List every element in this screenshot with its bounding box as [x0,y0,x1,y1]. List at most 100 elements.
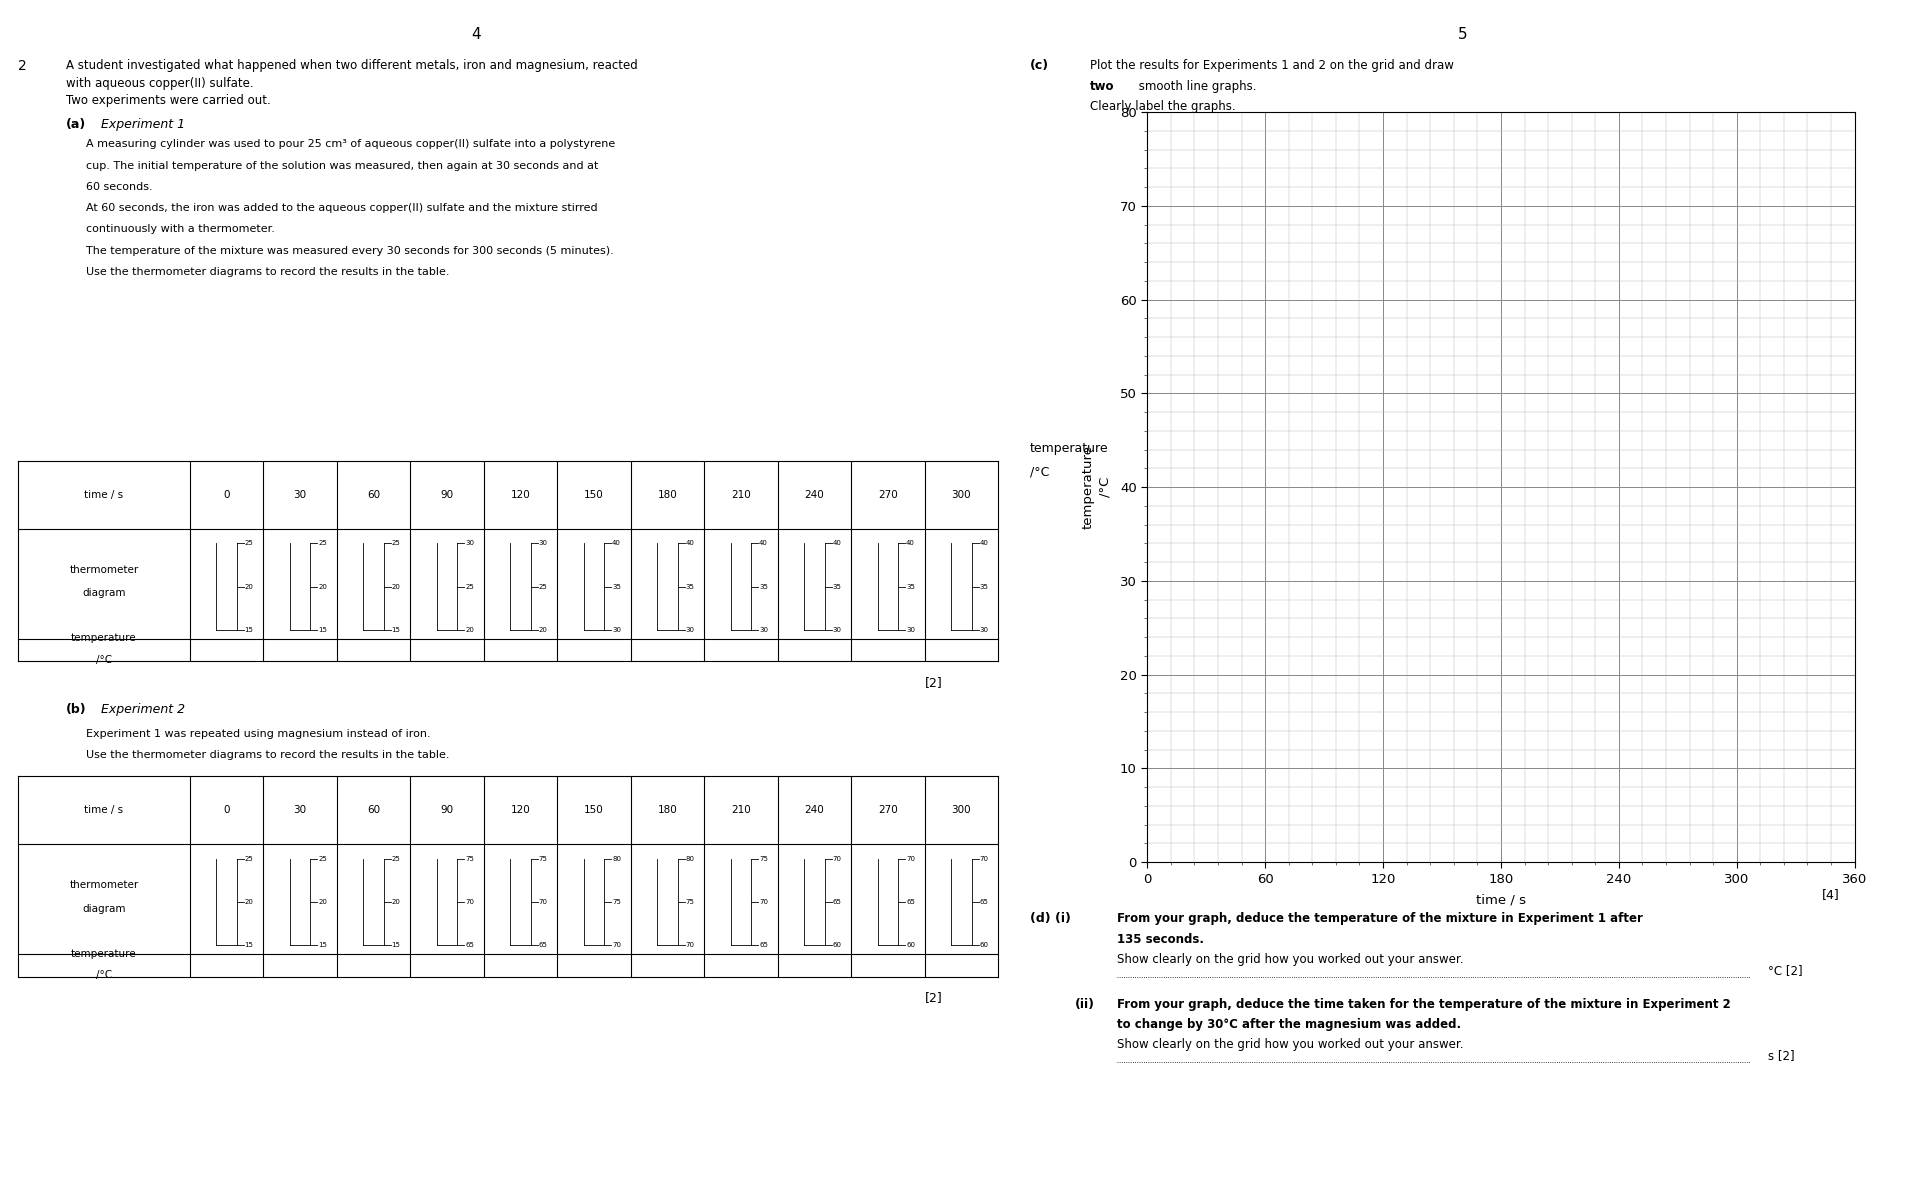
Text: 60: 60 [367,805,380,815]
Text: 20: 20 [392,583,402,589]
Text: 20: 20 [392,899,402,905]
Text: 30: 30 [979,627,989,633]
Text: 60: 60 [832,942,841,948]
Text: 65: 65 [832,899,841,905]
Text: 15: 15 [245,942,254,948]
Text: 65: 65 [759,942,769,948]
Text: [2]: [2] [925,676,943,689]
Text: 65: 65 [465,942,474,948]
Text: 75: 75 [539,856,547,862]
Text: 2: 2 [19,59,27,73]
Text: 70: 70 [759,899,769,905]
Text: 180: 180 [658,805,677,815]
Text: (d) (i): (d) (i) [1029,912,1071,925]
Text: 40: 40 [759,541,769,547]
Text: 80: 80 [686,856,694,862]
Text: 20: 20 [465,627,474,633]
Text: /°C: /°C [1029,465,1050,479]
Text: time / s: time / s [84,805,124,815]
Text: 300: 300 [952,490,971,500]
Text: 30: 30 [465,541,474,547]
Text: [2]: [2] [925,991,943,1004]
Text: 0: 0 [224,490,229,500]
Text: 30: 30 [612,627,621,633]
Text: 25: 25 [317,856,327,862]
Text: Experiment 1: Experiment 1 [101,118,185,131]
Text: [4]: [4] [1822,888,1839,901]
Text: A measuring cylinder was used to pour 25 cm³ of aqueous copper(II) sulfate into : A measuring cylinder was used to pour 25… [86,139,616,149]
X-axis label: time / s: time / s [1476,894,1526,907]
Text: 35: 35 [832,583,841,589]
Text: 35: 35 [686,583,694,589]
Text: /°C: /°C [96,654,113,665]
Text: From your graph, deduce the time taken for the temperature of the mixture in Exp: From your graph, deduce the time taken f… [1117,998,1730,1011]
Text: /°C: /°C [96,970,113,980]
Text: 150: 150 [583,490,604,500]
Text: 300: 300 [952,805,971,815]
Text: 30: 30 [293,805,306,815]
Text: 120: 120 [511,490,530,500]
Text: 80: 80 [612,856,621,862]
Text: 30: 30 [539,541,547,547]
Text: 60: 60 [367,490,380,500]
Text: 270: 270 [878,805,899,815]
Text: 60: 60 [979,942,989,948]
Text: 35: 35 [906,583,916,589]
Text: 0: 0 [224,805,229,815]
Text: 75: 75 [686,899,694,905]
Text: 135 seconds.: 135 seconds. [1117,933,1205,946]
Text: 75: 75 [759,856,769,862]
Text: 15: 15 [317,942,327,948]
Text: Use the thermometer diagrams to record the results in the table.: Use the thermometer diagrams to record t… [86,750,449,759]
Text: 25: 25 [392,541,400,547]
Text: 40: 40 [612,541,621,547]
Text: The temperature of the mixture was measured every 30 seconds for 300 seconds (5 : The temperature of the mixture was measu… [86,246,614,255]
Text: temperature: temperature [71,948,138,959]
Text: 270: 270 [878,490,899,500]
Text: 5: 5 [1457,27,1468,43]
Text: thermometer: thermometer [69,565,138,575]
Text: Use the thermometer diagrams to record the results in the table.: Use the thermometer diagrams to record t… [86,267,449,276]
Text: 65: 65 [539,942,547,948]
Text: s [2]: s [2] [1769,1049,1795,1063]
Text: 120: 120 [511,805,530,815]
Text: Show clearly on the grid how you worked out your answer.: Show clearly on the grid how you worked … [1117,1038,1463,1051]
Text: 15: 15 [392,627,402,633]
Y-axis label: temperature
/°C: temperature /°C [1082,445,1111,529]
Text: At 60 seconds, the iron was added to the aqueous copper(II) sulfate and the mixt: At 60 seconds, the iron was added to the… [86,203,598,213]
Text: Plot the results for Experiments 1 and 2 on the grid and draw: Plot the results for Experiments 1 and 2… [1090,59,1453,72]
Text: 210: 210 [730,805,751,815]
Text: 15: 15 [392,942,402,948]
Text: 30: 30 [293,490,306,500]
Text: cup. The initial temperature of the solution was measured, then again at 30 seco: cup. The initial temperature of the solu… [86,161,598,170]
Text: temperature: temperature [71,633,138,644]
Text: 70: 70 [539,899,547,905]
Text: continuously with a thermometer.: continuously with a thermometer. [86,224,275,234]
Text: Experiment 1 was repeated using magnesium instead of iron.: Experiment 1 was repeated using magnesiu… [86,729,430,738]
Text: 65: 65 [906,899,916,905]
Text: two: two [1090,80,1115,93]
Text: 4: 4 [472,27,482,43]
Text: Experiment 2: Experiment 2 [101,703,185,716]
Text: with aqueous copper(II) sulfate.: with aqueous copper(II) sulfate. [65,77,254,90]
Text: 30: 30 [759,627,769,633]
Text: 40: 40 [832,541,841,547]
Text: 20: 20 [539,627,547,633]
Text: 75: 75 [465,856,474,862]
Text: diagram: diagram [82,588,126,599]
Text: 25: 25 [245,856,254,862]
Text: 35: 35 [979,583,989,589]
Text: 25: 25 [465,583,474,589]
Text: Clearly label the graphs.: Clearly label the graphs. [1090,100,1235,113]
Text: 15: 15 [245,627,254,633]
Text: 40: 40 [906,541,916,547]
Text: 70: 70 [906,856,916,862]
Text: 70: 70 [686,942,694,948]
Text: Show clearly on the grid how you worked out your answer.: Show clearly on the grid how you worked … [1117,953,1463,966]
Text: 180: 180 [658,490,677,500]
Text: °C [2]: °C [2] [1769,964,1803,978]
Text: 35: 35 [759,583,769,589]
Text: 20: 20 [245,899,254,905]
Text: 60 seconds.: 60 seconds. [86,182,153,191]
Text: (b): (b) [65,703,86,716]
